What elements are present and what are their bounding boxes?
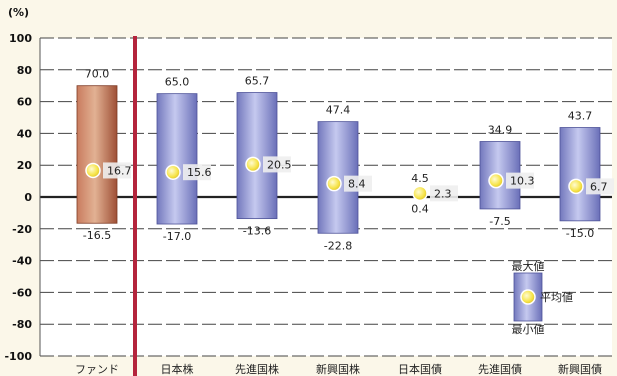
y-tick-label: -60 bbox=[12, 286, 32, 299]
max-label: 65.7 bbox=[245, 75, 270, 88]
min-label: -15.0 bbox=[566, 227, 594, 240]
y-axis-unit-label: (%) bbox=[8, 6, 29, 19]
bar-0 bbox=[76, 85, 118, 224]
mean-label: 6.7 bbox=[590, 180, 608, 193]
max-label: 47.4 bbox=[326, 104, 351, 117]
mean-label-bg bbox=[586, 178, 614, 195]
y-tick-label: -40 bbox=[12, 255, 32, 268]
mean-marker bbox=[568, 178, 584, 195]
mean-label: 10.3 bbox=[510, 175, 535, 188]
bar-6 bbox=[559, 127, 601, 222]
mean-marker bbox=[412, 185, 428, 202]
legend-min-label: 最小値 bbox=[512, 323, 545, 336]
y-tick-label: -80 bbox=[12, 318, 32, 331]
min-label: -16.5 bbox=[83, 229, 111, 242]
min-label: -17.0 bbox=[163, 230, 191, 243]
max-label: 34.9 bbox=[488, 124, 513, 137]
mean-label: 8.4 bbox=[348, 178, 366, 191]
bar-1 bbox=[156, 93, 198, 225]
mean-marker bbox=[488, 172, 504, 189]
legend-mean-marker bbox=[520, 289, 536, 305]
min-label: -13.6 bbox=[243, 225, 271, 238]
y-tick-label: 100 bbox=[9, 32, 32, 45]
mean-label-bg bbox=[506, 172, 534, 189]
category-label: ファンド bbox=[75, 363, 119, 376]
max-label: 65.0 bbox=[165, 76, 190, 89]
y-tick-label: -20 bbox=[12, 223, 32, 236]
bars bbox=[76, 36, 601, 376]
legend-max-label: 最大値 bbox=[512, 259, 545, 273]
category-label: 日本株 bbox=[161, 362, 194, 376]
mean-label-bg bbox=[344, 175, 372, 192]
mean-label: 20.5 bbox=[267, 158, 292, 171]
mean-label: 16.7 bbox=[107, 164, 132, 177]
min-label: 0.4 bbox=[411, 202, 429, 215]
category-label: 日本国債 bbox=[398, 362, 442, 376]
mean-label-bg bbox=[183, 164, 211, 181]
bar-2 bbox=[236, 92, 278, 220]
mean-marker bbox=[326, 175, 342, 192]
legend-mean-label: 平均値 bbox=[540, 291, 573, 304]
mean-label: 15.6 bbox=[187, 166, 212, 179]
mean-marker bbox=[245, 156, 261, 173]
mean-label: 2.3 bbox=[434, 187, 452, 200]
y-tick-label: 60 bbox=[17, 96, 33, 109]
mean-label-bg bbox=[263, 156, 291, 173]
category-label: 新興国債 bbox=[558, 362, 602, 376]
y-tick-label: -100 bbox=[4, 350, 32, 363]
max-label: 70.0 bbox=[85, 68, 110, 81]
y-tick-labels: 100 80 60 40 20 0 -20 -40 -60 -80 -100 bbox=[4, 32, 32, 363]
y-tick-label: 80 bbox=[17, 64, 33, 77]
category-labels: ファンド 日本株 先進国株 新興国株 日本国債 先進国債 新興国債 bbox=[75, 362, 602, 376]
min-label: -7.5 bbox=[489, 215, 510, 228]
category-label: 新興国株 bbox=[316, 362, 360, 376]
max-label: 4.5 bbox=[411, 172, 429, 185]
mean-marker bbox=[165, 164, 181, 180]
mean-label-bg bbox=[103, 162, 131, 179]
min-label: -22.8 bbox=[324, 239, 352, 252]
data-labels: 70.0 -16.5 16.7 65.0 -17.0 15.6 65.7 -13.6 20.5 4… bbox=[83, 68, 614, 252]
y-tick-label: 20 bbox=[17, 159, 33, 172]
mean-label-bg bbox=[430, 185, 458, 202]
category-label: 先進国債 bbox=[478, 362, 522, 376]
mean-marker bbox=[85, 162, 101, 179]
y-tick-label: 40 bbox=[17, 127, 33, 140]
category-label: 先進国株 bbox=[235, 362, 279, 376]
y-tick-label: 0 bbox=[24, 191, 32, 204]
max-label: 43.7 bbox=[568, 110, 593, 123]
